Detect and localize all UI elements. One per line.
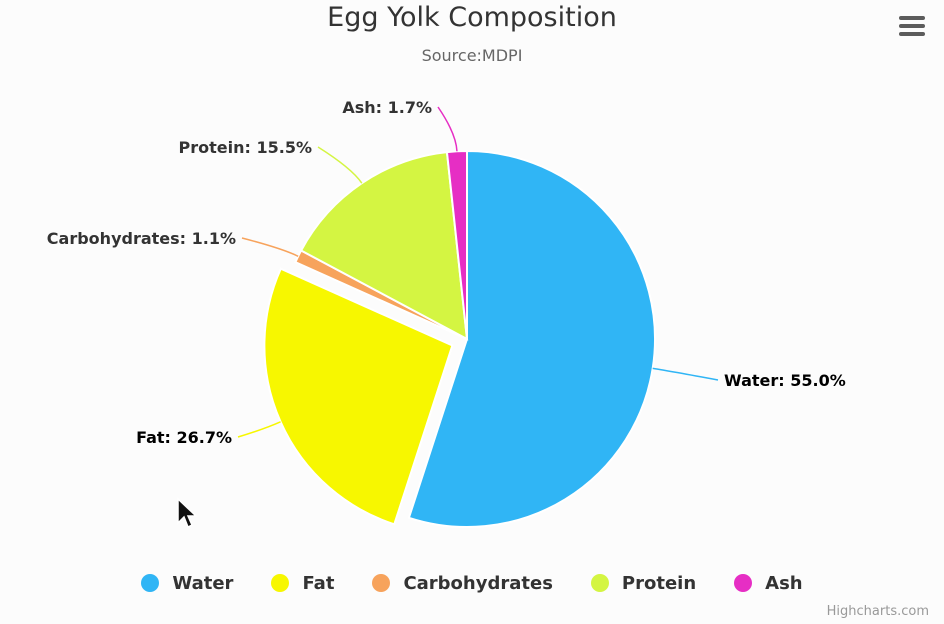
legend-item-ash[interactable]: Ash [734, 572, 803, 594]
legend-symbol-protein [590, 574, 609, 592]
connector-carbohydrates [241, 237, 299, 257]
legend-item-protein[interactable]: Protein [590, 572, 697, 594]
credits-link[interactable]: Highcharts.com [826, 604, 929, 619]
data-label-carbohydrates: Carbohydrates: 1.1% [47, 229, 236, 248]
data-label-protein: Protein: 15.5% [179, 138, 312, 157]
legend-label-ash: Ash [765, 572, 803, 594]
legend-symbol-fat [271, 574, 290, 592]
legend-symbol-carbohydrates [372, 574, 391, 592]
connector-ash [437, 106, 458, 152]
legend-item-water[interactable]: Water [141, 573, 233, 594]
legend-item-carbohydrates[interactable]: Carbohydrates [372, 572, 553, 594]
hamburger-menu-icon[interactable] [896, 14, 928, 40]
legend-item-fat[interactable]: Fat [271, 573, 334, 594]
legend-symbol-ash [734, 574, 753, 592]
pie-slice-water[interactable] [407, 149, 656, 528]
legend-label-protein: Protein [621, 572, 697, 594]
connector-protein [317, 146, 363, 184]
chart-legend: Water Fat Carbohydrates Protein Ash [0, 568, 944, 598]
connector-water [652, 367, 719, 381]
legend-label-fat: Fat [302, 572, 335, 594]
data-label-fat: Fat: 26.7% [136, 428, 232, 447]
legend-symbol-water [141, 574, 160, 592]
data-label-water: Water: 55.0% [724, 371, 846, 390]
legend-label-carbohydrates: Carbohydrates [403, 572, 553, 594]
mouse-pointer-icon [177, 497, 198, 529]
data-label-ash: Ash: 1.7% [342, 98, 432, 117]
legend-label-water: Water [172, 572, 234, 594]
connector-fat [237, 421, 281, 438]
pie-slice-protein[interactable] [299, 150, 469, 341]
chart-title: Egg Yolk Composition [327, 2, 617, 33]
chart-subtitle: Source:MDPI [421, 46, 523, 65]
